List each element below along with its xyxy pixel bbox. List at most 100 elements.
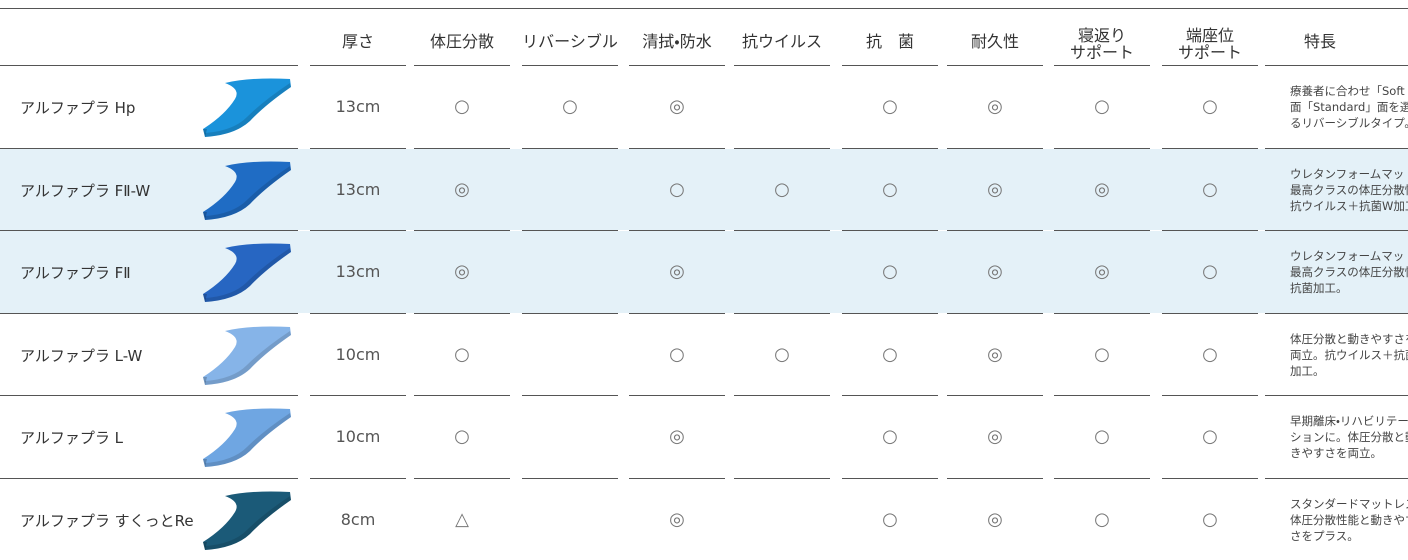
feature-text: 療養者に合わせ「Soft (1290, 84, 1405, 99)
top-border (0, 8, 1408, 9)
rating-mark: ○ (1094, 96, 1110, 118)
rating-mark: ○ (882, 508, 898, 530)
row-line (947, 147, 1043, 149)
feature-text: 加工。 (1290, 363, 1325, 378)
row-line (947, 395, 1043, 396)
rating-mark: ○ (882, 426, 898, 448)
product-image (195, 405, 295, 469)
thickness: 8cm (340, 509, 376, 529)
row-line (629, 230, 725, 231)
row-line (734, 312, 830, 314)
rating-mark: ◎ (669, 261, 685, 283)
row-line (1054, 477, 1150, 479)
row-line (1265, 395, 1408, 396)
row-line (414, 477, 510, 479)
feature-text: 最高クラスの体圧分散性能 (1290, 182, 1408, 197)
row-line (522, 65, 618, 66)
rating-mark: ○ (1094, 508, 1110, 530)
product-image (195, 323, 295, 387)
thickness: 13cm (335, 179, 381, 199)
feature-text: 早期離床・リハビリテー (1290, 414, 1408, 429)
feature-text: 体圧分散と動きやすさを (1290, 331, 1408, 346)
column-header: 抗ウイルス (741, 32, 822, 51)
row-line (1054, 312, 1150, 314)
rating-mark: ◎ (454, 261, 470, 283)
row-line (947, 230, 1043, 231)
row-line (0, 65, 298, 66)
rating-mark: ○ (882, 261, 898, 283)
rating-mark: ◎ (669, 426, 685, 448)
column-header: 端座位 サポート (1177, 26, 1242, 62)
product-image (195, 75, 295, 139)
rating-mark: ◎ (669, 508, 685, 530)
column-header: 寝返り サポート (1069, 26, 1134, 62)
rating-mark: ○ (454, 426, 470, 448)
row-line (734, 65, 830, 66)
row-line (1162, 395, 1258, 396)
feature-text: 両立。抗ウイルス＋抗菌W (1290, 347, 1408, 362)
row-line (0, 230, 298, 231)
feature-text: るリバーシブルタイプ。 (1290, 116, 1408, 131)
row-line (1265, 147, 1408, 149)
rating-mark: ○ (1202, 178, 1218, 200)
rating-mark: ○ (454, 96, 470, 118)
row-line (1265, 477, 1408, 479)
feature-text: さをプラス。 (1290, 528, 1359, 543)
row-line (842, 147, 938, 149)
rating-mark: △ (455, 508, 469, 530)
row-line (522, 230, 618, 231)
row-line (842, 65, 938, 66)
thickness: 13cm (335, 97, 381, 117)
rating-mark: ○ (1094, 343, 1110, 365)
rating-mark: ○ (454, 343, 470, 365)
column-header: 体圧分散 (429, 32, 494, 51)
product-name: アルファプラ Hp (20, 99, 136, 118)
product-image (195, 158, 295, 222)
product-image (195, 488, 295, 552)
row-line (414, 65, 510, 66)
row-line (842, 477, 938, 479)
product-name: アルファプラ L (20, 429, 123, 448)
row-line (310, 395, 406, 396)
row-line (1162, 312, 1258, 314)
rating-mark: ○ (882, 343, 898, 365)
rating-mark: ○ (562, 96, 578, 118)
row-line (414, 147, 510, 149)
feature-text: 最高クラスの体圧分散性能 (1290, 265, 1408, 280)
column-header: 厚さ (341, 32, 374, 51)
product-image (195, 240, 295, 304)
rating-mark: ○ (669, 343, 685, 365)
row-line (0, 477, 298, 479)
product-name: アルファプラ すくっとRe (20, 511, 194, 530)
column-header: 清拭・防水 (642, 32, 712, 51)
feature-text: スタンダードマットレスに (1290, 496, 1408, 511)
rating-mark: ◎ (1094, 261, 1110, 283)
rating-mark: ○ (1202, 508, 1218, 530)
product-name: アルファプラ L-W (20, 346, 143, 365)
row-line (310, 65, 406, 66)
row-line (522, 395, 618, 396)
product-name: アルファプラ FⅡ (20, 264, 131, 283)
feature-text: きやすさを両立。 (1290, 446, 1382, 461)
column-header: リバーシブル (522, 32, 618, 51)
row-line (414, 395, 510, 396)
rating-mark: ◎ (987, 508, 1003, 530)
feature-text: 抗ウイルス＋抗菌W加工。 (1290, 198, 1408, 213)
rating-mark: ◎ (987, 343, 1003, 365)
row-line (1265, 312, 1408, 314)
feature-text: 面「Standard」面を選べ (1290, 100, 1408, 115)
row-line (1162, 147, 1258, 149)
product-name: アルファプラ FⅡ-W (20, 181, 151, 200)
feature-text: ションに。体圧分散と動 (1290, 430, 1408, 445)
rating-mark: ○ (1202, 96, 1218, 118)
rating-mark: ○ (1202, 261, 1218, 283)
row-line (1054, 65, 1150, 66)
rating-mark: ○ (774, 178, 790, 200)
rating-mark: ◎ (669, 96, 685, 118)
rating-mark: ○ (882, 96, 898, 118)
row-line (1054, 395, 1150, 396)
rating-mark: ◎ (987, 96, 1003, 118)
thickness: 10cm (335, 427, 381, 447)
row-line (0, 312, 298, 314)
